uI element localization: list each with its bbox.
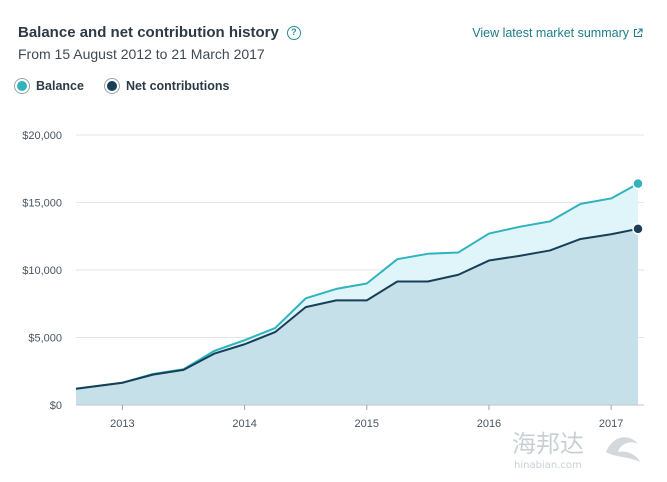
legend-item-balance[interactable]: Balance <box>14 78 84 94</box>
net-contributions-legend-marker <box>103 78 120 94</box>
x-tick-label: 2014 <box>232 418 256 430</box>
y-tick-label: $20,000 <box>22 130 62 142</box>
view-market-summary-link[interactable]: View latest market summary <box>472 26 643 40</box>
help-icon[interactable]: ? <box>286 25 301 40</box>
x-tick-label: 2016 <box>477 418 501 430</box>
x-tick-label: 2013 <box>110 418 134 430</box>
x-tick-label: 2015 <box>355 418 379 430</box>
x-tick-label: 2017 <box>599 418 623 430</box>
y-tick-label: $15,000 <box>22 198 62 210</box>
watermark-logo: 海邦达 hinabian.com <box>512 430 640 471</box>
date-range-subtitle: From 15 August 2012 to 21 March 2017 <box>18 46 265 62</box>
external-link-icon <box>633 28 643 38</box>
y-tick-label: $5,000 <box>28 333 62 345</box>
summary-link-label: View latest market summary <box>472 26 629 40</box>
balance-end-point <box>632 177 644 190</box>
chart-title: Balance and net contribution history <box>18 24 279 41</box>
y-tick-label: $10,000 <box>22 265 62 277</box>
legend-label-net-contributions: Net contributions <box>125 79 230 93</box>
balance-legend-marker <box>14 78 30 94</box>
legend-item-net-contributions[interactable]: Net contributions <box>103 78 230 94</box>
net-contributions-series-line <box>75 227 639 390</box>
watermark-text: 海邦达 <box>512 430 584 458</box>
net-contributions-area <box>76 228 638 405</box>
title-row: Balance and net contribution history ? <box>18 24 301 41</box>
legend-label-balance: Balance <box>36 79 84 93</box>
chart-legend: Balance Net contributions <box>14 78 249 94</box>
y-tick-label: $0 <box>50 400 62 412</box>
net-contributions-end-point <box>632 223 644 235</box>
watermark-subtext: hinabian.com <box>514 460 582 471</box>
